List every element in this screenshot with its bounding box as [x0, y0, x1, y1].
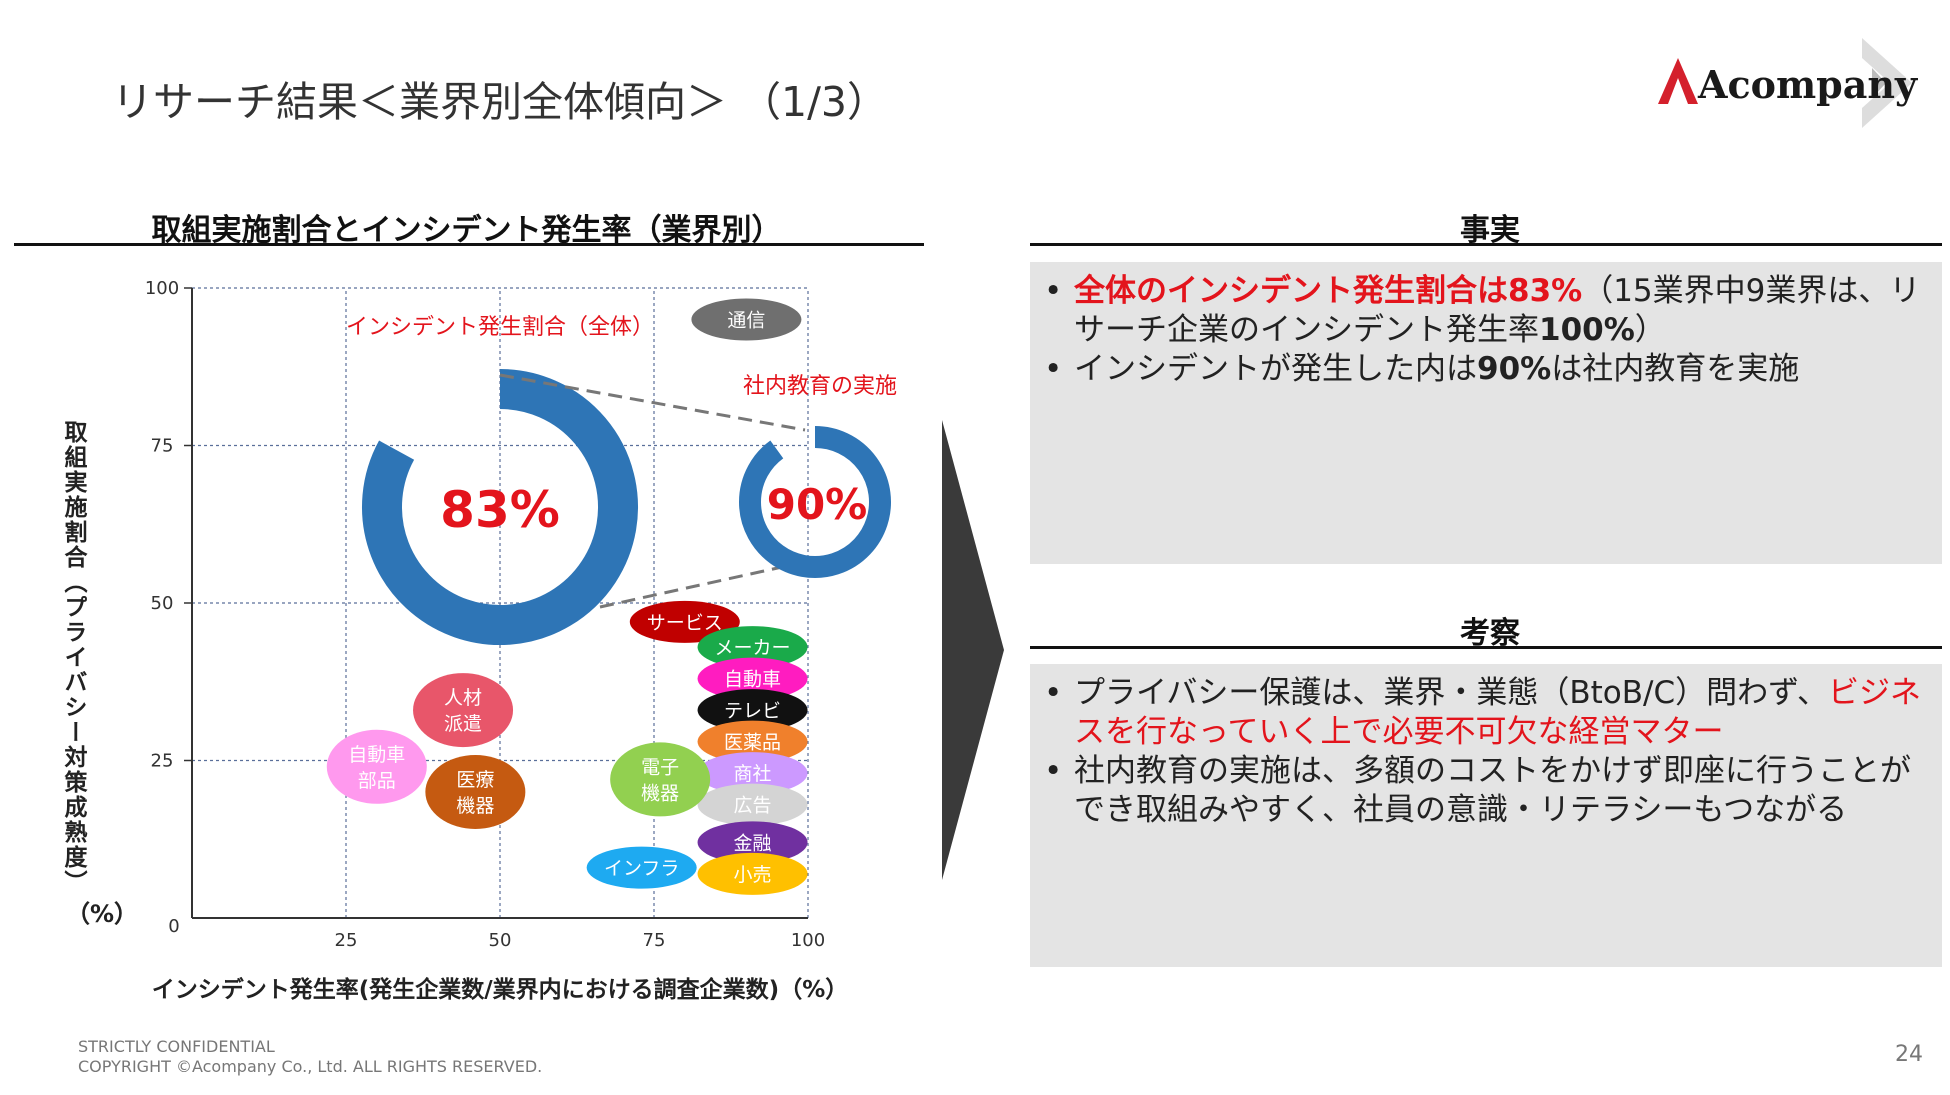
bubble-label: 機器 — [456, 795, 494, 817]
insight-divider — [1030, 646, 1942, 649]
page-number: 24 — [1895, 1042, 1923, 1067]
x-tick-label: 75 — [643, 930, 666, 951]
insight-bullet-1: プライバシー保護は、業界・業態（BtoB/C）問わず、ビジネスを行なっていく上で… — [1044, 674, 1922, 752]
bubble-label: 広告 — [734, 795, 772, 817]
bubble-医療機器 — [425, 755, 526, 829]
bubble-label: 通信 — [727, 310, 765, 332]
logo-text: Acompany — [1698, 62, 1918, 107]
company-logo — [1650, 28, 1915, 138]
fact-bullet-2: インシデントが発生した内は90%は社内教育を実施 — [1044, 350, 1922, 389]
bubble-label: 小売 — [734, 864, 772, 886]
chart-title-divider — [14, 243, 924, 246]
insight-bullet-2: 社内教育の実施は、多額のコストをかけず即座に行うことができ取組みやすく、社員の意… — [1044, 752, 1922, 830]
bubble-label: 人材 — [444, 687, 482, 709]
bubble-メーカー — [697, 626, 808, 669]
x-tick-label: 50 — [489, 930, 512, 951]
bubble-label: 商社 — [734, 763, 772, 785]
donut-training-label: 社内教育の実施 — [743, 374, 897, 399]
bubble-label: 機器 — [641, 782, 679, 804]
bubble-小売 — [697, 852, 808, 895]
donut-training-value: 90% — [767, 480, 868, 529]
bubble-label: 自動車 — [348, 744, 405, 766]
connector-line — [499, 373, 806, 432]
insight-panel: プライバシー保護は、業界・業態（BtoB/C）問わず、ビジネスを行なっていく上で… — [1030, 664, 1942, 967]
y-axis-unit: （%） — [66, 900, 138, 928]
bubble-label: 部品 — [358, 770, 396, 792]
bubble-インフラ — [586, 846, 697, 889]
bubble-label: 自動車 — [724, 669, 781, 691]
bubble-広告 — [697, 783, 808, 826]
y-tick-label: 50 — [151, 593, 174, 614]
donut-overall-value: 83% — [440, 481, 560, 539]
logo-mark-icon — [1862, 38, 1912, 128]
bubble-医薬品 — [697, 720, 808, 763]
y-tick-label: 75 — [151, 436, 174, 457]
slide-title: リサーチ結果＜業界別全体傾向＞ （1/3） — [112, 78, 889, 126]
fact-divider — [1030, 243, 1942, 246]
fact-panel: 全体のインシデント発生割合は83%（15業界中9業界は、リサーチ企業のインシデン… — [1030, 262, 1942, 564]
y-tick-label: 0 — [168, 916, 179, 937]
bubble-label: 医療 — [456, 769, 494, 791]
bubble-テレビ — [697, 689, 808, 732]
bubble-label: 金融 — [734, 832, 772, 854]
scatter-chart: 25 50 75 100 0 25 50 75 100 （%） インシデント発生率(発生企業数/業界… — [60, 278, 897, 1003]
footer-confidential: STRICTLY CONFIDENTIAL — [78, 1037, 275, 1056]
fact-heading: 事実 — [1460, 213, 1520, 248]
x-axis-label: インシデント発生率(発生企業数/業界内における調査企業数)（%） — [152, 976, 848, 1003]
right-arrow-icon — [940, 420, 1006, 884]
bubble-サービス — [629, 600, 740, 643]
logo-a-icon — [1658, 58, 1698, 108]
chart-title: 取組実施割合とインシデント発生率（業界別） — [151, 213, 782, 248]
donut-training-arc — [739, 426, 891, 578]
bubble-label: メーカー — [715, 637, 791, 659]
y-axis-label: 取組実施割合（プライバシー対策成熟度） — [60, 420, 88, 895]
bubble-自動車部品 — [326, 729, 427, 804]
bubble-label: 医薬品 — [724, 732, 781, 754]
bubble-label: 電子 — [641, 756, 679, 778]
bubble-電子機器 — [610, 742, 711, 817]
bubble-金融 — [697, 821, 808, 864]
bubble-通信 — [691, 298, 802, 341]
donut-overall-label: インシデント発生割合（全体） — [346, 315, 654, 340]
donut-overall-arc — [362, 369, 638, 645]
bubble-label: インフラ — [604, 858, 679, 880]
bubble-label: テレビ — [724, 700, 781, 722]
bubble-商社 — [697, 752, 808, 795]
footer-copyright: COPYRIGHT ©Acompany Co., Ltd. ALL RIGHTS… — [78, 1057, 543, 1076]
x-tick-label: 25 — [335, 930, 358, 951]
insight-heading: 考察 — [1460, 616, 1520, 651]
bubble-人材派遣 — [413, 673, 514, 748]
bubble-label: サービス — [647, 612, 723, 634]
connector-line — [599, 560, 806, 609]
y-tick-label: 100 — [145, 278, 179, 299]
bubble-自動車 — [697, 657, 808, 700]
y-tick-label: 25 — [151, 751, 174, 772]
fact-bullet-1: 全体のインシデント発生割合は83%（15業界中9業界は、リサーチ企業のインシデン… — [1044, 272, 1922, 350]
x-tick-label: 100 — [791, 930, 825, 951]
bubble-label: 派遣 — [444, 713, 482, 735]
